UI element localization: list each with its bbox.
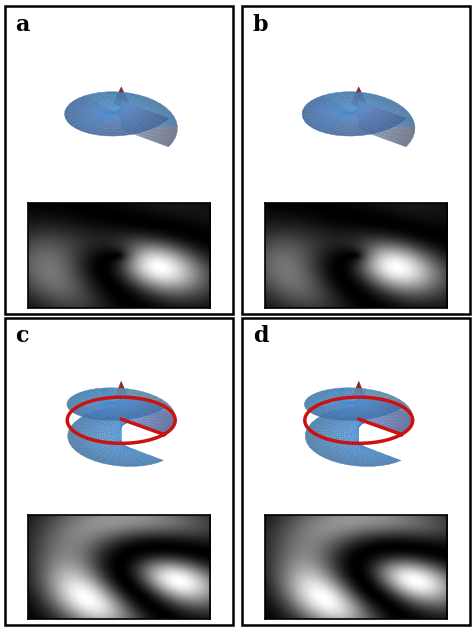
Text: b: b xyxy=(253,14,268,36)
Text: c: c xyxy=(15,325,28,347)
Text: d: d xyxy=(253,325,268,347)
Text: a: a xyxy=(15,14,29,36)
